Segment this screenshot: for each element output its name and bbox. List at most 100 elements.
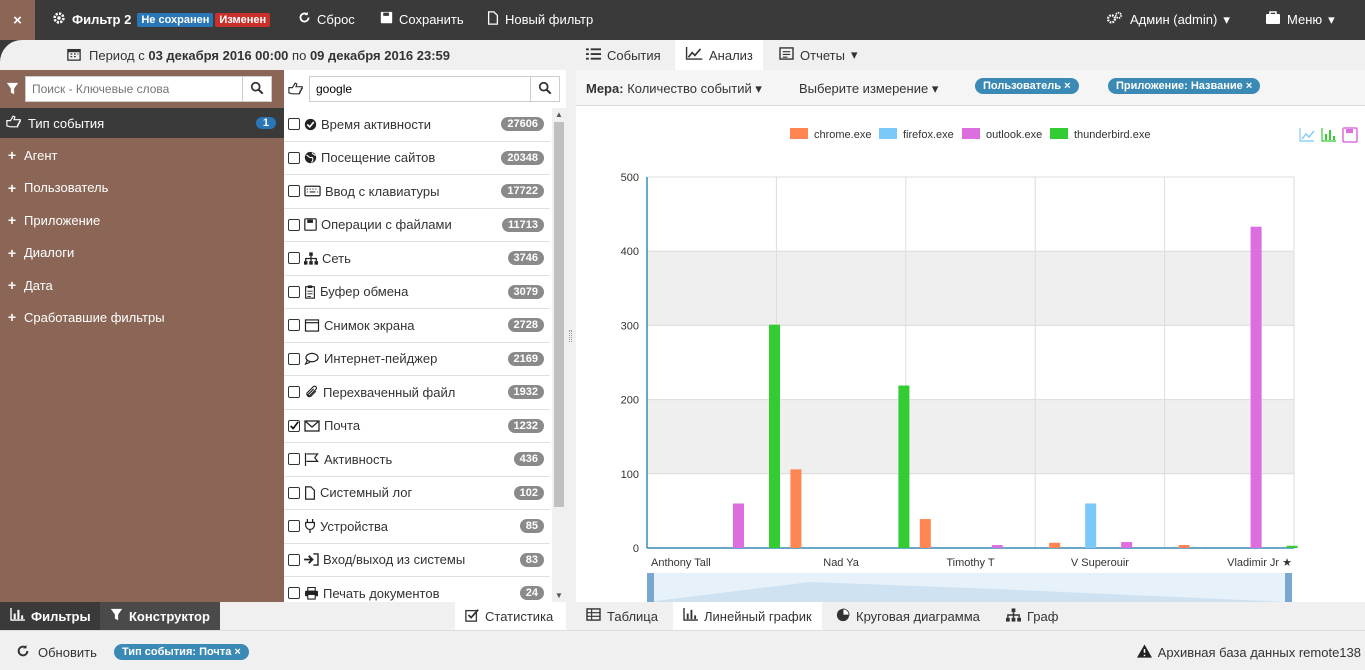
event-checkbox[interactable] [288, 419, 300, 432]
event-type-row[interactable]: Почта 1232 [284, 410, 550, 443]
event-checkbox[interactable] [288, 319, 300, 332]
tab-statistics[interactable]: Статистика [455, 602, 566, 630]
dimension-tag-user-label: Пользователь [983, 80, 1062, 92]
tab-reports[interactable]: Отчеты ▾ [769, 40, 867, 70]
event-checkbox[interactable] [288, 151, 300, 164]
chart-tools [1299, 127, 1358, 143]
dimension-tag-app[interactable]: Приложение: Название × [1108, 78, 1261, 94]
period-bar: Период с 03 декабря 2016 00:00 по 09 дек… [0, 40, 570, 70]
splitter-grip[interactable] [569, 330, 572, 342]
view-tabs: События Анализ Отчеты ▾ [576, 40, 1365, 70]
save-button[interactable]: Сохранить [380, 11, 464, 27]
event-type-row[interactable]: Операции с файлами 11713 [284, 209, 550, 242]
event-checkbox[interactable] [288, 486, 300, 499]
event-checkbox[interactable] [288, 587, 300, 600]
pie-chart-icon [836, 607, 850, 625]
close-button[interactable]: × [0, 0, 35, 40]
category-label: Пользователь [24, 180, 109, 196]
period-mid: по [292, 48, 307, 63]
reset-button[interactable]: Сброс [298, 11, 355, 27]
check-square-icon [465, 608, 479, 625]
event-type-row[interactable]: Посещение сайтов 20348 [284, 142, 550, 175]
dimension-tag-user[interactable]: Пользователь × [975, 78, 1079, 94]
caret-down-icon: ▾ [755, 81, 762, 96]
check-circle-icon [304, 118, 317, 131]
list-icon [586, 47, 601, 63]
event-checkbox[interactable] [288, 218, 300, 231]
event-list-scrollbar[interactable]: ▲ ▼ [552, 108, 566, 602]
event-search-input[interactable] [309, 76, 531, 102]
dimension-select[interactable]: Выберите измерение ▾ [799, 81, 938, 97]
event-type-row[interactable]: Активность 436 [284, 443, 550, 477]
tab-table[interactable]: Таблица [576, 602, 668, 630]
tab-table-label: Таблица [607, 608, 658, 624]
scrollbar-thumb[interactable] [554, 122, 564, 507]
refresh-button[interactable]: Обновить [16, 644, 97, 661]
event-checkbox[interactable] [288, 453, 300, 466]
event-checkbox[interactable] [288, 252, 300, 265]
category-item[interactable]: + Дата [0, 270, 284, 300]
grid-band [647, 177, 1294, 252]
event-checkbox[interactable] [288, 553, 300, 566]
event-type-row[interactable]: Ввод с клавиатуры 17722 [284, 175, 550, 209]
tab-line-chart[interactable]: Линейный график [673, 602, 822, 630]
event-type-row[interactable]: Системный лог 102 [284, 477, 550, 510]
tab-constructor[interactable]: Конструктор [100, 602, 220, 630]
status-bar: Обновить Тип события: Почта × Архивная б… [0, 630, 1365, 670]
event-checkbox[interactable] [288, 352, 300, 365]
category-item[interactable]: Тип события 1 [0, 108, 284, 138]
bar-outlook [1250, 226, 1262, 548]
event-search-button[interactable] [530, 76, 560, 102]
tab-events[interactable]: События [576, 40, 671, 70]
event-checkbox[interactable] [288, 520, 300, 533]
panel-splitter[interactable] [566, 40, 576, 630]
event-type-row[interactable]: Снимок экрана 2728 [284, 309, 550, 343]
scroll-down-icon[interactable]: ▼ [555, 591, 563, 600]
tab-graph[interactable]: Граф [996, 602, 1068, 630]
bar-outlook [991, 545, 1003, 548]
period-range[interactable]: Период с 03 декабря 2016 00:00 по 09 дек… [67, 47, 450, 64]
event-checkbox[interactable] [288, 285, 300, 298]
tab-constructor-label: Конструктор [129, 608, 210, 624]
close-icon[interactable]: × [234, 646, 241, 658]
event-type-row[interactable]: Буфер обмена 3079 [284, 276, 550, 309]
user-menu[interactable]: Админ (admin) ▾ [1106, 11, 1230, 28]
category-item[interactable]: + Пользователь [0, 173, 284, 203]
tab-analysis[interactable]: Анализ [675, 40, 763, 70]
event-checkbox[interactable] [288, 185, 300, 198]
x-tick-label: Anthony Tall [651, 557, 711, 569]
category-item[interactable]: + Сработавшие фильтры [0, 302, 284, 332]
new-filter-button[interactable]: Новый фильтр [487, 11, 593, 28]
event-checkbox[interactable] [288, 386, 300, 399]
keyword-search-input[interactable] [25, 76, 243, 102]
event-count-badge: 2728 [507, 318, 544, 333]
event-type-row[interactable]: Время активности 27606 [284, 108, 550, 142]
event-type-row[interactable]: Вход/выход из системы 83 [284, 544, 550, 577]
category-item[interactable]: + Приложение [0, 205, 284, 235]
dimension-tag-app-label: Приложение: Название [1116, 80, 1243, 92]
event-count-badge: 17722 [501, 184, 544, 199]
measure-select[interactable]: Мера: Количество событий ▾ [586, 81, 762, 97]
filter-title: Фильтр 2 Не сохранен Изменен [52, 11, 271, 28]
event-type-label: Интернет-пейджер [324, 351, 438, 367]
tab-pie-chart[interactable]: Круговая диаграмма [826, 602, 990, 630]
category-count-badge: 1 [255, 117, 276, 129]
event-type-row[interactable]: Интернет-пейджер 2169 [284, 343, 550, 376]
category-item[interactable]: + Агент [0, 140, 284, 170]
close-icon[interactable]: × [1064, 80, 1071, 92]
event-checkbox[interactable] [288, 118, 300, 131]
period-bar-corner-inner [0, 40, 40, 70]
category-item[interactable]: + Диалоги [0, 238, 284, 268]
close-icon[interactable]: × [1245, 80, 1253, 92]
tab-filters[interactable]: Фильтры [0, 602, 100, 630]
main-menu[interactable]: Меню ▾ [1265, 11, 1335, 28]
event-type-row[interactable]: Устройства 85 [284, 510, 550, 544]
category-label: Приложение [24, 212, 101, 228]
event-type-label: Печать документов [323, 585, 440, 601]
event-type-row[interactable]: Перехваченный файл 1932 [284, 376, 550, 410]
keyword-search-button[interactable] [242, 76, 272, 102]
legend-swatch [790, 128, 808, 139]
event-type-row[interactable]: Сеть 3746 [284, 242, 550, 276]
active-filter-tag[interactable]: Тип события: Почта × [114, 644, 249, 660]
scroll-up-icon[interactable]: ▲ [555, 110, 563, 119]
